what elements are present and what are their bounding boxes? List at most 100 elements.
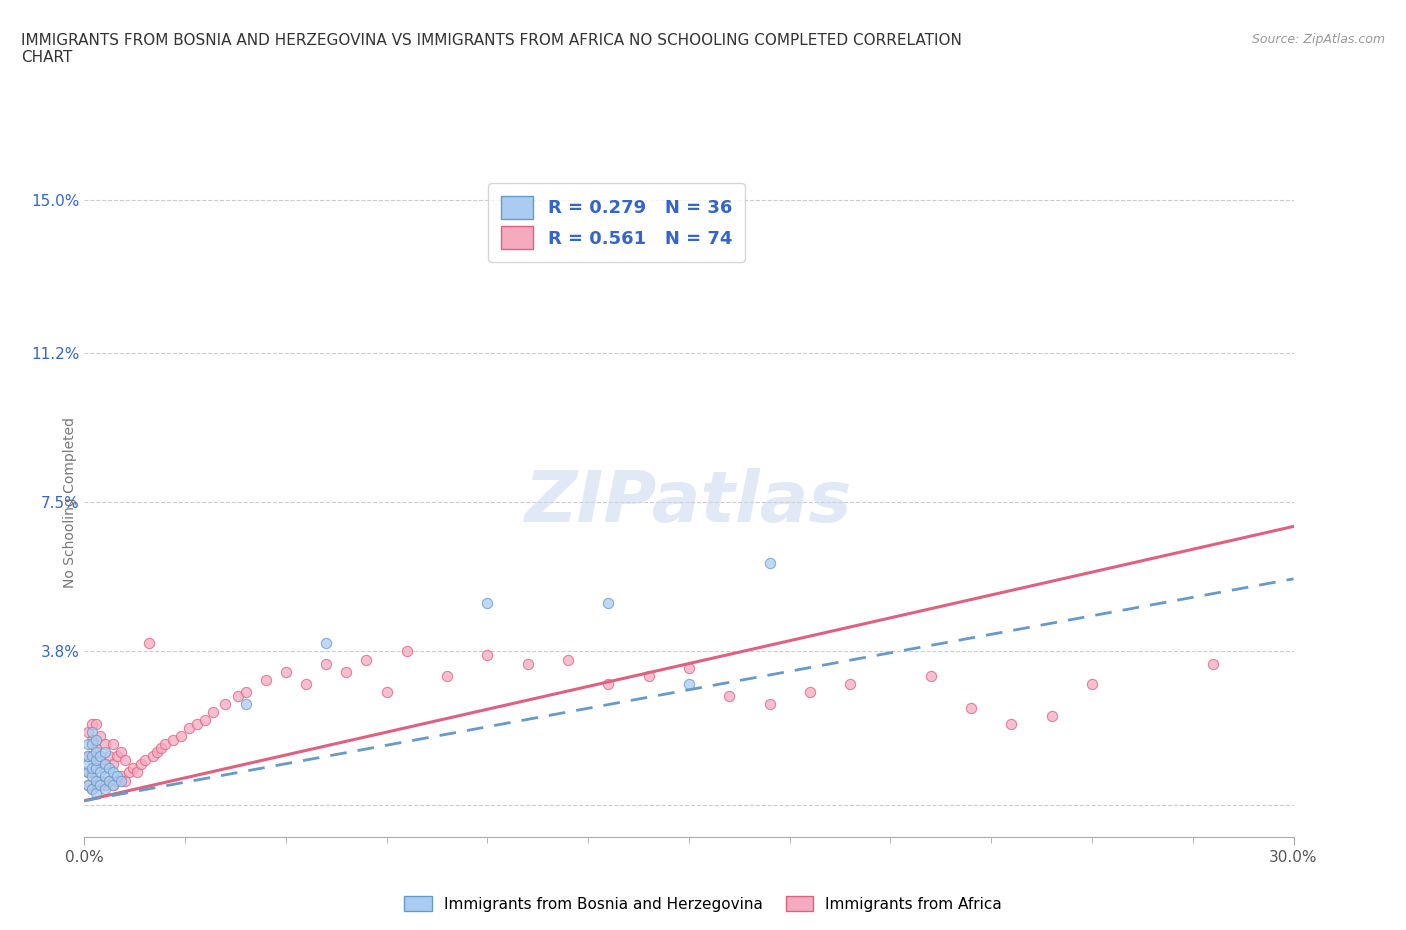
- Point: [77, 724, 100, 739]
- Legend: Immigrants from Bosnia and Herzegovina, Immigrants from Africa: Immigrants from Bosnia and Herzegovina, …: [398, 889, 1008, 918]
- Point: [477, 648, 499, 663]
- Point: [356, 652, 378, 667]
- Legend: R = 0.279   N = 36, R = 0.561   N = 74: R = 0.279 N = 36, R = 0.561 N = 74: [488, 183, 745, 262]
- Point: [93, 781, 115, 796]
- Point: [1202, 656, 1225, 671]
- Point: [1000, 717, 1022, 732]
- Point: [105, 773, 128, 788]
- Point: [315, 656, 337, 671]
- Point: [335, 664, 357, 679]
- Point: [93, 769, 115, 784]
- Point: [920, 669, 942, 684]
- Point: [146, 745, 169, 760]
- Point: [315, 636, 337, 651]
- Point: [82, 765, 104, 780]
- Point: [274, 664, 297, 679]
- Point: [97, 773, 120, 788]
- Point: [97, 761, 120, 776]
- Point: [86, 753, 108, 768]
- Point: [121, 761, 143, 776]
- Point: [557, 652, 579, 667]
- Point: [82, 761, 104, 776]
- Point: [395, 644, 418, 658]
- Point: [799, 684, 821, 699]
- Point: [86, 745, 108, 760]
- Point: [86, 761, 108, 776]
- Point: [235, 697, 257, 711]
- Point: [77, 765, 100, 780]
- Point: [254, 672, 277, 687]
- Point: [1040, 709, 1063, 724]
- Point: [86, 717, 108, 732]
- Point: [186, 717, 208, 732]
- Point: [93, 745, 115, 760]
- Point: [93, 757, 115, 772]
- Point: [110, 773, 132, 788]
- Point: [93, 777, 115, 792]
- Point: [110, 769, 132, 784]
- Point: [170, 729, 193, 744]
- Point: [82, 749, 104, 764]
- Point: [162, 733, 184, 748]
- Point: [114, 773, 136, 788]
- Point: [77, 765, 100, 780]
- Point: [149, 741, 172, 756]
- Point: [97, 773, 120, 788]
- Point: [202, 705, 225, 720]
- Point: [105, 749, 128, 764]
- Point: [86, 773, 108, 788]
- Point: [101, 757, 124, 772]
- Point: [82, 769, 104, 784]
- Point: [678, 676, 700, 691]
- Point: [77, 749, 100, 764]
- Point: [89, 749, 111, 764]
- Point: [758, 697, 780, 711]
- Point: [118, 765, 141, 780]
- Point: [82, 717, 104, 732]
- Point: [82, 733, 104, 748]
- Point: [82, 737, 104, 751]
- Point: [134, 753, 156, 768]
- Point: [125, 765, 148, 780]
- Point: [153, 737, 176, 751]
- Point: [105, 769, 128, 784]
- Point: [77, 749, 100, 764]
- Y-axis label: No Schooling Completed: No Schooling Completed: [63, 417, 77, 588]
- Point: [77, 737, 100, 751]
- Point: [718, 688, 741, 703]
- Point: [82, 749, 104, 764]
- Point: [516, 656, 538, 671]
- Point: [758, 555, 780, 570]
- Point: [93, 757, 115, 772]
- Point: [598, 676, 620, 691]
- Point: [86, 785, 108, 800]
- Point: [89, 773, 111, 788]
- Point: [77, 777, 100, 792]
- Point: [678, 660, 700, 675]
- Point: [194, 712, 217, 727]
- Point: [82, 724, 104, 739]
- Point: [295, 676, 318, 691]
- Point: [77, 757, 100, 772]
- Point: [179, 721, 201, 736]
- Text: IMMIGRANTS FROM BOSNIA AND HERZEGOVINA VS IMMIGRANTS FROM AFRICA NO SCHOOLING CO: IMMIGRANTS FROM BOSNIA AND HERZEGOVINA V…: [21, 33, 962, 65]
- Point: [110, 745, 132, 760]
- Point: [97, 749, 120, 764]
- Point: [93, 737, 115, 751]
- Point: [82, 781, 104, 796]
- Point: [89, 765, 111, 780]
- Point: [86, 733, 108, 748]
- Point: [637, 669, 659, 684]
- Point: [101, 777, 124, 792]
- Point: [960, 700, 983, 715]
- Point: [86, 741, 108, 756]
- Point: [101, 777, 124, 792]
- Point: [101, 765, 124, 780]
- Point: [598, 595, 620, 610]
- Point: [114, 753, 136, 768]
- Point: [142, 749, 165, 764]
- Point: [226, 688, 249, 703]
- Point: [214, 697, 236, 711]
- Point: [77, 777, 100, 792]
- Point: [86, 777, 108, 792]
